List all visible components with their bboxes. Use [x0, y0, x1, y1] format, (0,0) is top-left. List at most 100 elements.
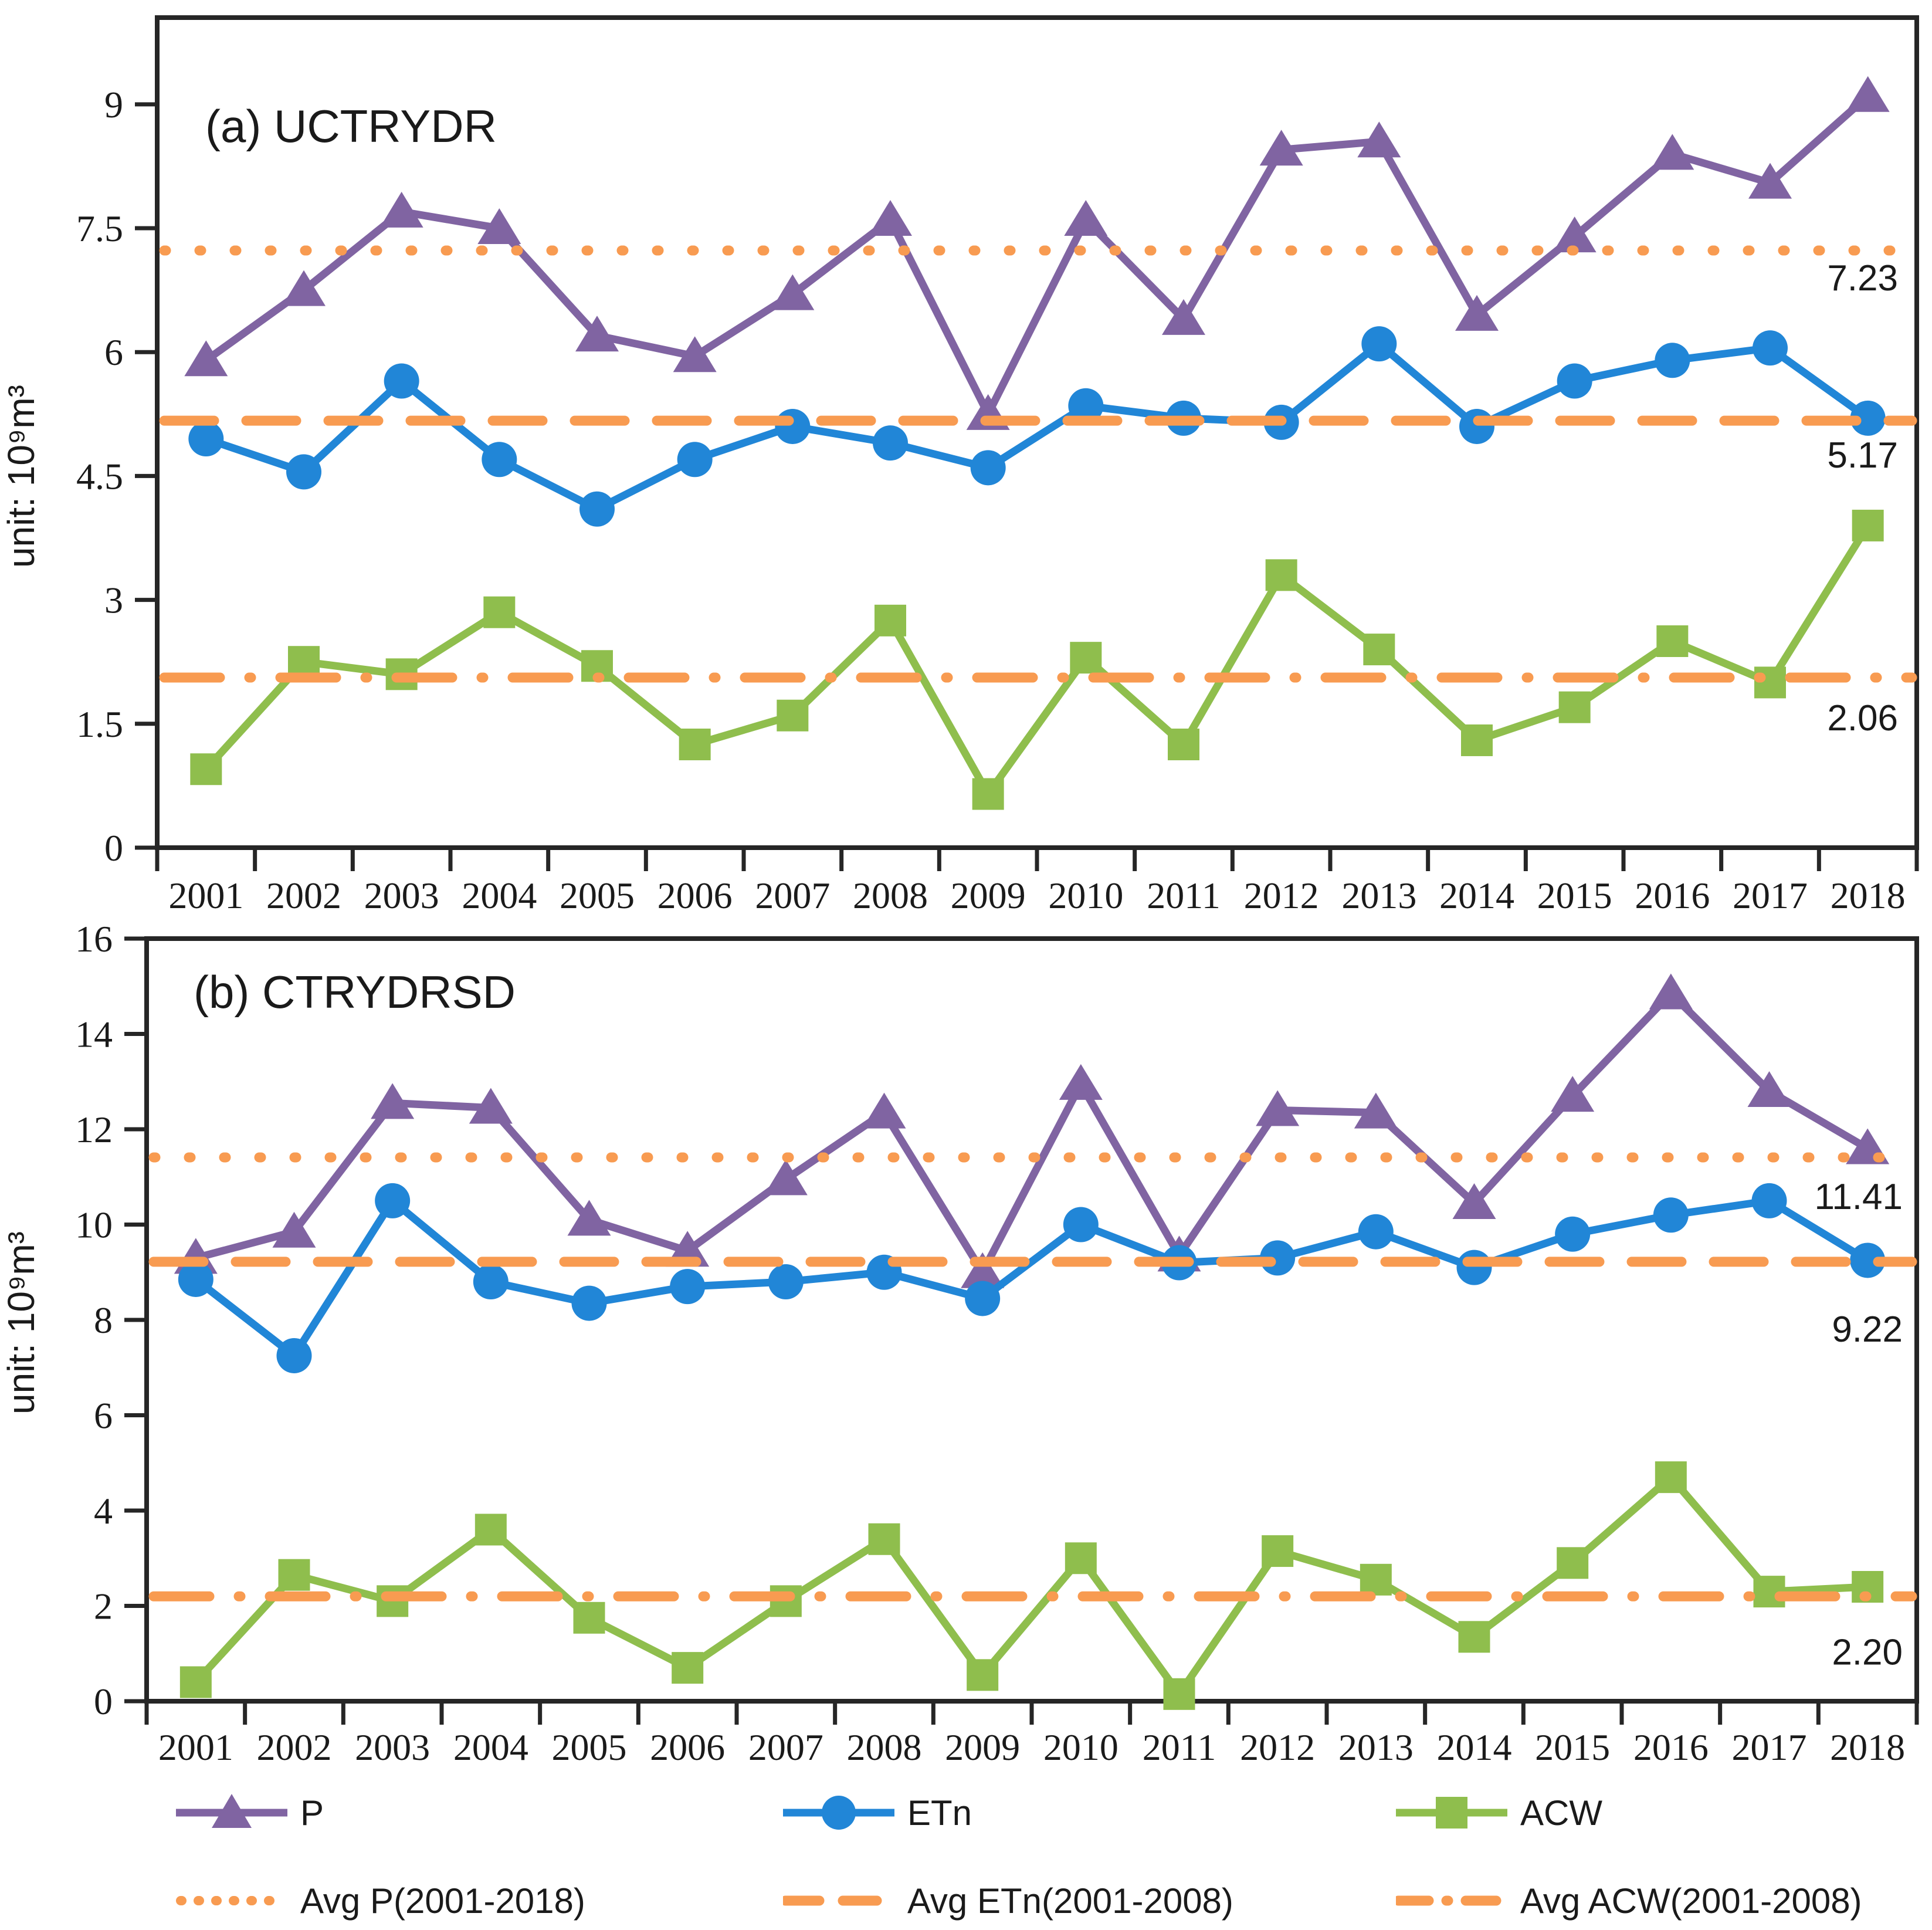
marker-circle	[482, 442, 517, 478]
legend-label-avg-etn: Avg ETn(2001-2008)	[907, 1881, 1233, 1921]
avg-etn-dashed-line-icon	[783, 1895, 894, 1906]
marker-triangle	[1747, 1071, 1791, 1107]
marker-triangle	[764, 1159, 808, 1196]
marker-triangle	[1256, 1090, 1300, 1126]
marker-circle	[1459, 408, 1494, 444]
legend-item-avg-etn: Avg ETn(2001-2008)	[783, 1877, 1233, 1924]
marker-triangle	[862, 1092, 906, 1129]
marker-triangle	[371, 1083, 415, 1119]
x-tick-label: 2002	[266, 875, 341, 916]
marker-square	[875, 604, 906, 636]
marker-triangle	[1162, 299, 1205, 335]
x-tick-label: 2013	[1341, 875, 1416, 916]
y-axis-unit-label: unit: 10⁹m³	[0, 1231, 42, 1414]
x-tick-label: 2015	[1535, 1726, 1610, 1768]
marker-triangle	[961, 1252, 1005, 1288]
x-tick-label: 2018	[1830, 1726, 1905, 1768]
marker-triangle	[1354, 1092, 1398, 1129]
marker-triangle	[1259, 130, 1303, 166]
y-tick-label: 7.5	[76, 208, 123, 249]
marker-square	[474, 1513, 507, 1546]
marker-circle	[1063, 1207, 1099, 1242]
x-tick-label: 2016	[1635, 875, 1710, 916]
avg-value-annotation: 9.22	[1832, 1309, 1903, 1350]
x-tick-label: 2017	[1733, 875, 1808, 916]
series-line-etn	[202, 340, 1872, 513]
x-tick-label: 2009	[945, 1726, 1020, 1768]
etn-series-marker-icon	[783, 1796, 894, 1830]
marker-circle	[1753, 330, 1788, 366]
marker-square	[1852, 509, 1884, 541]
marker-square	[972, 778, 1004, 810]
marker-circle	[1653, 1197, 1689, 1233]
marker-square	[288, 646, 320, 678]
marker-circle	[970, 450, 1006, 486]
x-tick-label: 2007	[755, 875, 830, 916]
x-tick-label: 2014	[1439, 875, 1514, 916]
marker-square	[967, 1659, 999, 1691]
marker-square	[483, 596, 516, 628]
series-line-acw	[202, 522, 1872, 798]
legend-label-avg-acw: Avg ACW(2001-2008)	[1520, 1881, 1862, 1921]
y-tick-label: 14	[75, 1014, 113, 1055]
marker-square	[1558, 691, 1591, 723]
marker-triangle	[272, 1211, 316, 1248]
x-tick-label: 2013	[1338, 1726, 1414, 1768]
x-tick-label: 2012	[1240, 1726, 1315, 1768]
avg-value-annotation: 5.17	[1827, 435, 1898, 476]
marker-circle	[1456, 1250, 1492, 1285]
marker-circle	[473, 1264, 509, 1299]
marker-circle	[286, 454, 321, 490]
x-tick-label: 2011	[1147, 875, 1221, 916]
marker-circle	[1361, 326, 1397, 362]
legend-label-p: P	[300, 1793, 324, 1833]
y-tick-label: 9	[104, 84, 123, 126]
y-axis-unit-label: unit: 10⁹m³	[0, 385, 42, 568]
x-tick-label: 2015	[1537, 875, 1612, 916]
marker-triangle	[282, 270, 326, 306]
avg-p-dotted-line-icon	[176, 1896, 287, 1905]
legend-item-acw: ACW	[1396, 1789, 1602, 1836]
y-tick-label: 12	[75, 1109, 113, 1150]
marker-circle	[1068, 388, 1104, 424]
marker-square	[573, 1601, 605, 1634]
marker-circle	[1850, 400, 1886, 436]
marker-square	[1168, 729, 1199, 761]
x-tick-label: 2009	[951, 875, 1026, 916]
y-tick-label: 8	[94, 1299, 113, 1341]
legend-item-p: P	[176, 1789, 324, 1836]
marker-square	[278, 1559, 310, 1591]
marker-circle	[375, 1183, 411, 1218]
marker-circle	[1655, 343, 1690, 378]
y-tick-label: 16	[75, 918, 113, 960]
marker-triangle	[477, 208, 521, 245]
y-tick-label: 10	[75, 1204, 113, 1246]
x-tick-label: 2006	[657, 875, 733, 916]
marker-triangle	[1649, 973, 1693, 1010]
legend-label-avg-p: Avg P(2001-2018)	[300, 1881, 585, 1921]
x-tick-label: 2018	[1831, 875, 1906, 916]
marker-circle	[1555, 1216, 1591, 1252]
panel-a: 0 1.5 3 4.5 6 7.5 9 2001 2002 2003 2004 2005 2006 200…	[0, 15, 1919, 916]
marker-circle	[1850, 1242, 1886, 1278]
x-tick-label: 2010	[1048, 875, 1123, 916]
marker-triangle	[184, 340, 228, 377]
x-tick-label: 2017	[1732, 1726, 1807, 1768]
x-tick-label: 2004	[453, 1726, 528, 1768]
panel-title: (b) CTRYDRSD	[194, 966, 516, 1018]
x-tick-label: 2016	[1633, 1726, 1709, 1768]
marker-triangle	[1553, 216, 1597, 253]
marker-square	[679, 729, 711, 761]
x-tick-label: 2014	[1437, 1726, 1512, 1768]
marker-triangle	[673, 336, 717, 373]
marker-square	[868, 1523, 900, 1555]
series-line-p	[192, 989, 1872, 1276]
marker-triangle	[771, 274, 815, 310]
x-tick-label: 2001	[168, 875, 243, 916]
series-line-p	[202, 92, 1872, 418]
marker-circle	[276, 1338, 312, 1373]
x-tick-label: 2003	[364, 875, 439, 916]
x-tick-label: 2007	[748, 1726, 823, 1768]
marker-triangle	[1748, 162, 1792, 199]
marker-square	[1656, 625, 1689, 658]
